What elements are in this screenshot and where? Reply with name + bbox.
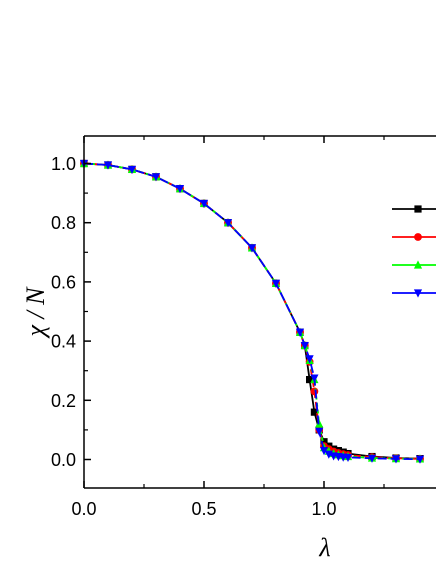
y-tick-label: 0.4 xyxy=(51,332,76,352)
ticks-layer: 0.00.51.010.00.20.40.60.81.0 xyxy=(51,136,385,519)
data-point xyxy=(310,374,319,383)
data-point xyxy=(127,165,137,175)
x-tick-label: 1.0 xyxy=(311,499,336,519)
data-point xyxy=(415,455,425,464)
legend-marker xyxy=(414,205,422,213)
axes-layer xyxy=(83,135,436,489)
legend-entry xyxy=(392,205,436,213)
legend xyxy=(392,205,436,298)
series-line xyxy=(83,162,421,460)
data-point xyxy=(367,454,377,463)
data-point xyxy=(310,387,319,396)
x-axis-label: λ xyxy=(318,533,330,562)
legend-entry xyxy=(392,289,436,298)
legend-entry xyxy=(392,260,436,269)
data-point xyxy=(271,279,281,288)
series-line xyxy=(83,162,421,460)
legend-entry xyxy=(392,233,436,241)
y-axis-label: χ / N xyxy=(21,286,50,340)
series-4 xyxy=(79,159,425,464)
series-1 xyxy=(80,159,424,463)
data-point xyxy=(305,355,314,364)
y-tick-label: 0.6 xyxy=(51,272,76,292)
series-2 xyxy=(80,159,424,463)
data-point xyxy=(300,341,309,351)
data-point xyxy=(319,447,329,456)
series-line xyxy=(83,162,421,460)
legend-marker xyxy=(413,289,423,298)
x-tick-label: 0.0 xyxy=(71,499,96,519)
legend-marker xyxy=(413,260,423,269)
data-point xyxy=(103,161,113,170)
data-point xyxy=(247,244,257,253)
series-layer xyxy=(79,158,425,464)
data-point xyxy=(175,185,185,194)
data-point xyxy=(306,375,314,384)
series-3 xyxy=(79,158,425,463)
y-tick-label: 0.8 xyxy=(51,213,76,233)
data-point xyxy=(320,438,328,446)
data-point xyxy=(315,427,324,436)
data-point xyxy=(343,453,353,463)
y-tick-label: 1.0 xyxy=(51,154,76,174)
data-point xyxy=(151,173,161,182)
legend-marker xyxy=(414,233,422,241)
series-line xyxy=(83,162,421,461)
x-tick-label: 0.5 xyxy=(191,499,216,519)
data-point xyxy=(310,408,318,416)
y-tick-label: 0.2 xyxy=(51,391,76,411)
y-tick-label: 0.0 xyxy=(51,450,76,470)
data-point xyxy=(295,328,305,337)
data-point xyxy=(223,219,233,228)
data-point xyxy=(199,199,209,209)
data-point xyxy=(391,455,401,464)
